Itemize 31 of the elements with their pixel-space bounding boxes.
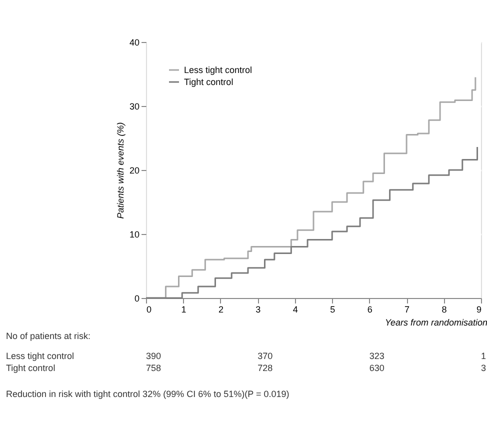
text: 370 [258,351,273,361]
text: 3 [481,363,486,373]
y-axis-title: Patients with events (%) [115,122,126,219]
text: Less tight control [6,351,74,361]
x-tick-label: 4 [292,304,298,314]
text: 728 [258,363,273,373]
text: Reduction in risk with tight control 32% (99% CI 6% to 51%)(P = 0.019) [6,389,290,399]
x-tick-label: 3 [256,304,261,314]
y-tick-label: 10 [129,230,140,240]
text: 630 [369,363,384,373]
text: 1 [481,351,486,361]
x-tick-label: 7 [404,304,410,314]
text: 758 [146,363,162,373]
text: 323 [369,351,384,361]
legend-label: Tight control [184,77,234,87]
x-tick-label: 8 [442,304,447,314]
x-tick-label: 1 [181,304,186,314]
y-tick-label: 0 [134,294,140,304]
x-tick-label: 9 [476,304,482,314]
y-tick-label: 40 [129,38,140,48]
legend-label: Less tight control [184,65,252,75]
y-tick-label: 20 [129,166,140,176]
x-tick-label: 2 [218,304,224,314]
text: No of patients at risk: [6,331,91,341]
text: Tight control [6,363,56,373]
x-tick-label: 5 [330,304,336,314]
x-tick-label: 0 [146,304,152,314]
x-tick-label: 6 [367,304,372,314]
x-axis-title: Years from randomisation [384,318,487,328]
y-tick-label: 30 [129,102,140,112]
text: 390 [146,351,162,361]
